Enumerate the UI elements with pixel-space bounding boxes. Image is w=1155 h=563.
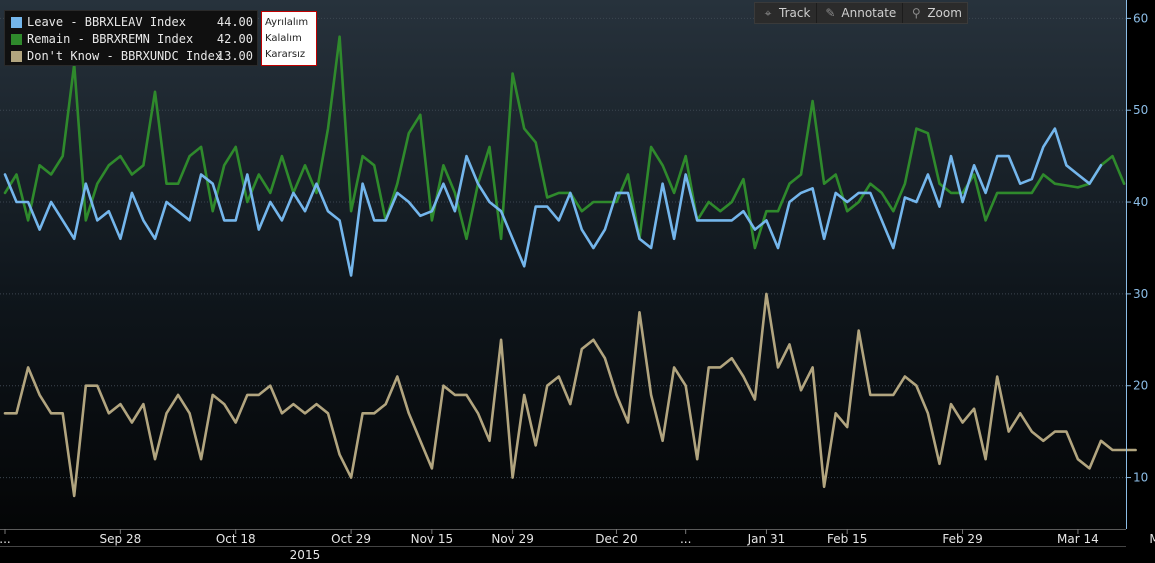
annotate-button[interactable]: ✎ Annotate xyxy=(817,3,904,23)
x-tick-label: ... xyxy=(680,532,691,546)
pencil-icon: ✎ xyxy=(825,6,836,20)
x-tick-label: ... xyxy=(0,532,11,546)
y-tick-label: 40 xyxy=(1133,195,1148,209)
annotate-label: Annotate xyxy=(841,6,897,20)
track-button[interactable]: ⌖ Track xyxy=(755,3,818,23)
annotation-line: Kalalım xyxy=(265,33,302,44)
legend-entry-dont-know: Don't Know - BBRXUNDC Index 13.00 xyxy=(5,48,257,65)
legend-label: Don't Know - BBRXUNDC Index xyxy=(27,49,223,63)
x-tick-label: Oct 29 xyxy=(331,532,371,546)
x-tick-label: Mar 14 xyxy=(1057,532,1099,546)
zoom-button[interactable]: ⚲ Zoom xyxy=(903,3,968,23)
series-line-2 xyxy=(3,292,1137,498)
legend-swatch-remain xyxy=(11,34,22,45)
y-tick-label: 30 xyxy=(1133,287,1148,301)
x-tick-label: Oct 18 xyxy=(216,532,256,546)
zoom-label: Zoom xyxy=(927,6,962,20)
legend-entry-remain: Remain - BBRXREMN Index 42.00 xyxy=(5,31,257,48)
legend-label: Leave - BBRXLEAV Index xyxy=(27,15,186,29)
series-line-1 xyxy=(3,35,1126,250)
annotation-note[interactable]: Ayrılalım Kalalım Kararsız xyxy=(261,11,317,66)
legend-swatch-leave xyxy=(11,17,22,28)
magnifier-icon: ⚲ xyxy=(911,6,921,20)
y-tick-label: 10 xyxy=(1133,471,1148,485)
plot-background xyxy=(0,0,1126,529)
legend-value: 44.00 xyxy=(216,15,253,29)
annotation-line: Kararsız xyxy=(265,49,306,60)
legend-label: Remain - BBRXREMN Index xyxy=(27,32,194,46)
x-axis-ticks: ... Sep 28 Oct 18 Oct 29 Nov 15 Nov 29 Dec 20.… xyxy=(0,529,1155,562)
x-tick-label: Feb 15 xyxy=(827,532,867,546)
chart-toolbar: ⌖ Track ✎ Annotate ⚲ Zoom xyxy=(754,2,968,24)
track-label: Track xyxy=(779,6,811,20)
legend: Leave - BBRXLEAV Index 44.00 Remain - BB… xyxy=(4,10,258,66)
series-layer xyxy=(3,35,1137,498)
x-tick-label: Dec 20 xyxy=(595,532,637,546)
legend-entry-leave: Leave - BBRXLEAV Index 44.00 xyxy=(5,14,257,31)
annotation-line: Ayrılalım xyxy=(265,17,309,28)
series-line-0 xyxy=(3,127,1103,277)
crosshair-icon: ⌖ xyxy=(764,5,772,20)
year-label: 2015 xyxy=(290,548,321,562)
y-tick-label: 50 xyxy=(1133,103,1148,117)
y-axis-ticks: 10 20 30 40 50 60 xyxy=(1126,11,1148,485)
y-tick-label: 60 xyxy=(1133,11,1148,25)
x-tick-label: Nov 29 xyxy=(491,532,534,546)
legend-swatch-dont-know xyxy=(11,51,22,62)
x-tick-label: Sep 28 xyxy=(100,532,142,546)
x-tick-label: Feb 29 xyxy=(942,532,982,546)
x-tick-label: Mar 29 xyxy=(1149,532,1155,546)
x-tick-label: Nov 15 xyxy=(411,532,454,546)
x-tick-label: Jan 31 xyxy=(747,532,786,546)
legend-value: 42.00 xyxy=(216,32,253,46)
y-tick-label: 20 xyxy=(1133,379,1148,393)
legend-value: 13.00 xyxy=(216,49,253,63)
y-axis-band xyxy=(1127,0,1155,529)
